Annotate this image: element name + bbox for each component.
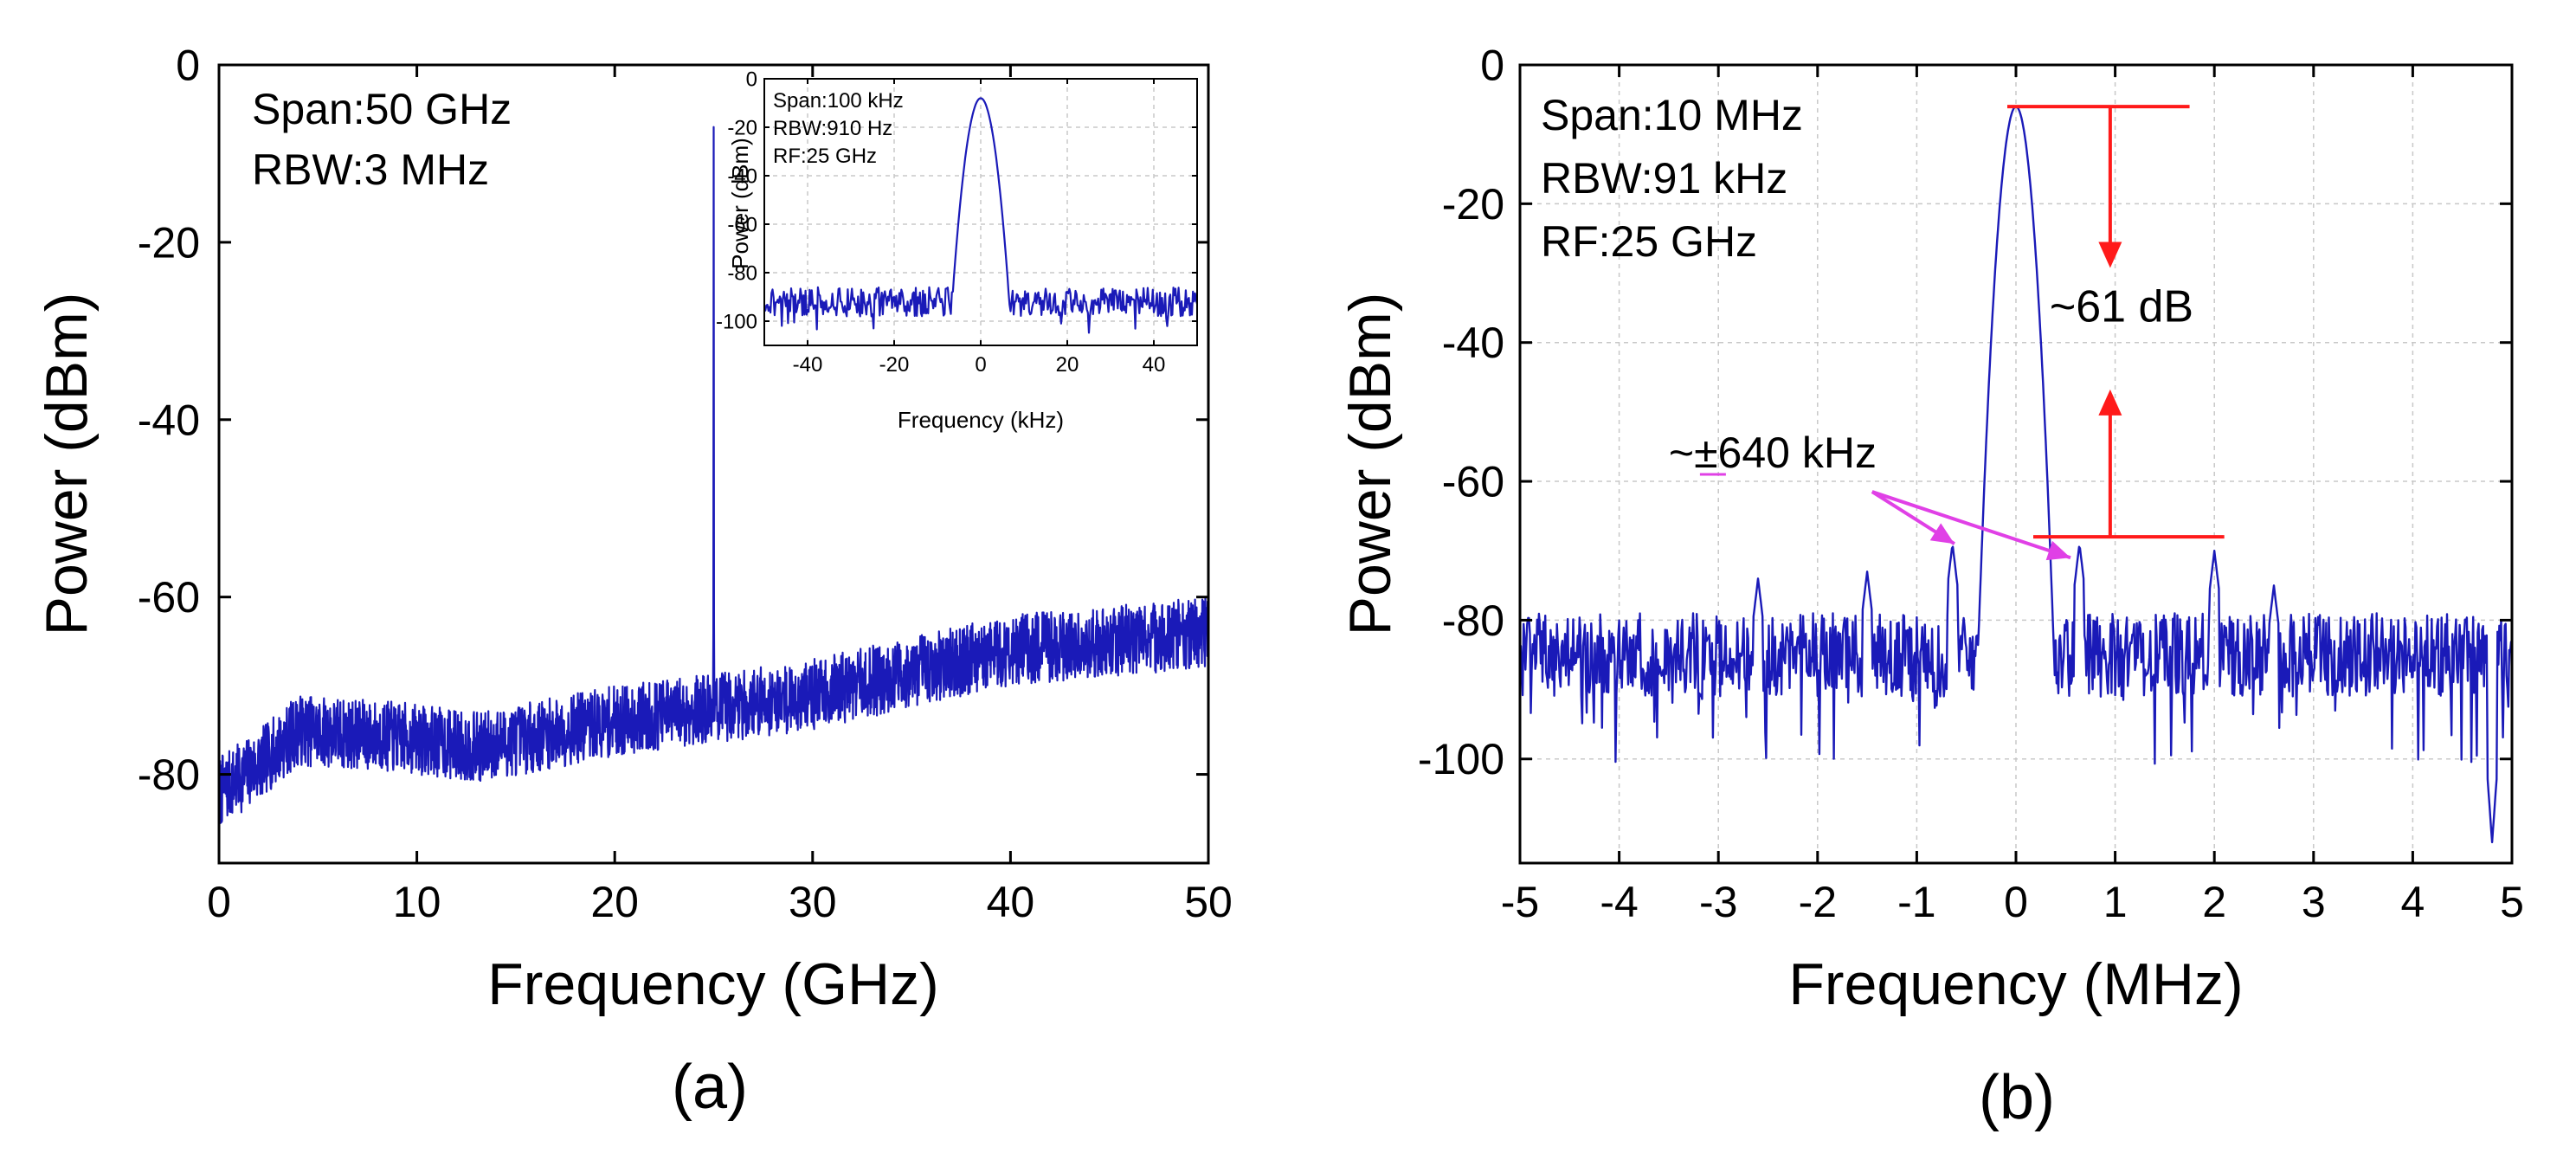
chart-a-inset-y-tick-label: -100 (716, 310, 757, 333)
chart-a-x-tick-label: 0 (207, 878, 231, 926)
chart-a-inset-annotation-rf: RF:25 GHz (773, 145, 877, 168)
chart-a-inset-xlabel: Frequency (kHz) (898, 407, 1064, 433)
chart-b-ylabel: Power (dBm) (1337, 293, 1403, 636)
chart-b-x-tick-label: 5 (2500, 878, 2524, 926)
chart-a-y-tick-label: -40 (138, 396, 200, 444)
chart-b-x-tick-label: -3 (1699, 878, 1737, 926)
chart-a-inset-ticks: -40 -20 0 20 40 0 -20 -40 -60 -80 -100 (716, 68, 1197, 377)
chart-a-inset-x-tick-label: 20 (1056, 353, 1079, 377)
chart-b-y-tick-label: -80 (1442, 596, 1504, 645)
chart-a-frame (217, 63, 1210, 865)
chart-a-annotation-span: Span:50 GHz (252, 85, 512, 133)
chart-a-xlabel: Frequency (GHz) (487, 951, 938, 1017)
chart-b-annotation-rf: RF:25 GHz (1541, 217, 1757, 266)
chart-a-x-tick-label: 30 (789, 878, 837, 926)
chart-b-y-tick-label: -100 (1418, 735, 1504, 783)
chart-b-sideband-arrowhead-right (2045, 540, 2071, 561)
chart-a-inset-x-tick-label: -40 (793, 353, 823, 377)
chart-a-inset-x-tick-label: 0 (975, 353, 986, 377)
chart-a-inset-ylabel: Power (dBm) (727, 138, 753, 269)
chart-a-x-tick-label: 10 (393, 878, 441, 926)
chart-a-y-tick-label: -60 (138, 573, 200, 622)
chart-b-x-tick-label: 4 (2400, 878, 2425, 926)
chart-b-y-tick-label: 0 (1480, 42, 1504, 90)
chart-a-inset-annotation-rbw: RBW:910 Hz (773, 117, 892, 140)
chart-b-x-tick-label: -5 (1501, 878, 1539, 926)
chart-a-x-tick-label: 40 (987, 878, 1035, 926)
chart-a-inset-y-tick-label: -80 (727, 261, 757, 285)
chart-b-markers: ~61 dB ~±640 kHz (1669, 105, 2225, 561)
chart-b-y-tick-label: -20 (1442, 180, 1504, 229)
chart-b-x-tick-label: 1 (2103, 878, 2128, 926)
chart-b-marker-arrowhead-down (2098, 242, 2122, 268)
chart-a: 0 10 20 30 40 50 0 -20 -40 -60 -80 Frequency (GHz)… (34, 42, 1233, 1123)
chart-a-panel-label: (a) (672, 1053, 748, 1122)
chart-b-sideband-arrow-right (1871, 490, 2071, 560)
chart-b-xlabel: Frequency (MHz) (1788, 951, 2243, 1017)
chart-b: -5 -4 -3 -2 -1 0 1 2 3 4 5 0 -20 -40 -60 -80 -100 Freque… (1337, 42, 2524, 1133)
chart-b-marker-arrowhead-up (2098, 389, 2122, 416)
chart-b-annotation-span: Span:10 MHz (1541, 91, 1803, 139)
chart-a-inset-annotation-span: Span:100 kHz (773, 89, 904, 113)
chart-b-x-tick-label: -2 (1799, 878, 1837, 926)
chart-a-ticks: 0 10 20 30 40 50 0 -20 -40 -60 -80 (138, 42, 1233, 927)
chart-b-marker-label: ~61 dB (2050, 282, 2193, 332)
chart-b-y-tick-label: -40 (1442, 319, 1504, 367)
chart-a-x-tick-label: 20 (590, 878, 639, 926)
chart-a-x-tick-label: 50 (1184, 878, 1233, 926)
chart-b-sideband-label: ~±640 kHz (1669, 429, 1877, 477)
chart-a-inset-y-tick-label: 0 (746, 68, 757, 91)
chart-a-y-tick-label: -20 (138, 218, 200, 267)
chart-b-plot (1518, 63, 2514, 865)
chart-b-panel-label: (b) (1979, 1063, 2055, 1132)
chart-a-y-tick-label: -80 (138, 751, 200, 799)
chart-b-x-tick-label: -1 (1897, 878, 1935, 926)
chart-a-inset-y-tick-label: -60 (727, 213, 757, 236)
chart-b-x-tick-label: -4 (1600, 878, 1638, 926)
chart-a-inset-x-tick-label: 40 (1143, 353, 1166, 377)
chart-a-series-trace (219, 126, 1208, 824)
chart-b-y-tick-label: -60 (1442, 458, 1504, 506)
chart-b-x-tick-label: 3 (2302, 878, 2326, 926)
chart-b-sideband-arrowhead-left (1929, 523, 1955, 545)
chart-b-x-tick-label: 0 (2004, 878, 2028, 926)
chart-b-annotation-rbw: RBW:91 kHz (1541, 154, 1787, 203)
chart-a-inset: -40 -20 0 20 40 0 -20 -40 -60 -80 -100 Frequency (… (716, 68, 1198, 433)
chart-a-inset-y-tick-label: -40 (727, 164, 757, 188)
chart-a-inset-x-tick-label: -20 (879, 353, 910, 377)
chart-b-ticks: -5 -4 -3 -2 -1 0 1 2 3 4 5 0 -20 -40 -60 -80 -100 (1418, 42, 2524, 927)
chart-b-x-tick-label: 2 (2202, 878, 2226, 926)
chart-a-ylabel: Power (dBm) (34, 293, 100, 636)
chart-a-y-tick-label: 0 (176, 42, 200, 90)
chart-a-inset-series-trace (764, 97, 1197, 334)
chart-a-inset-y-tick-label: -20 (727, 116, 757, 139)
chart-a-annotation-rbw: RBW:3 MHz (252, 145, 489, 194)
